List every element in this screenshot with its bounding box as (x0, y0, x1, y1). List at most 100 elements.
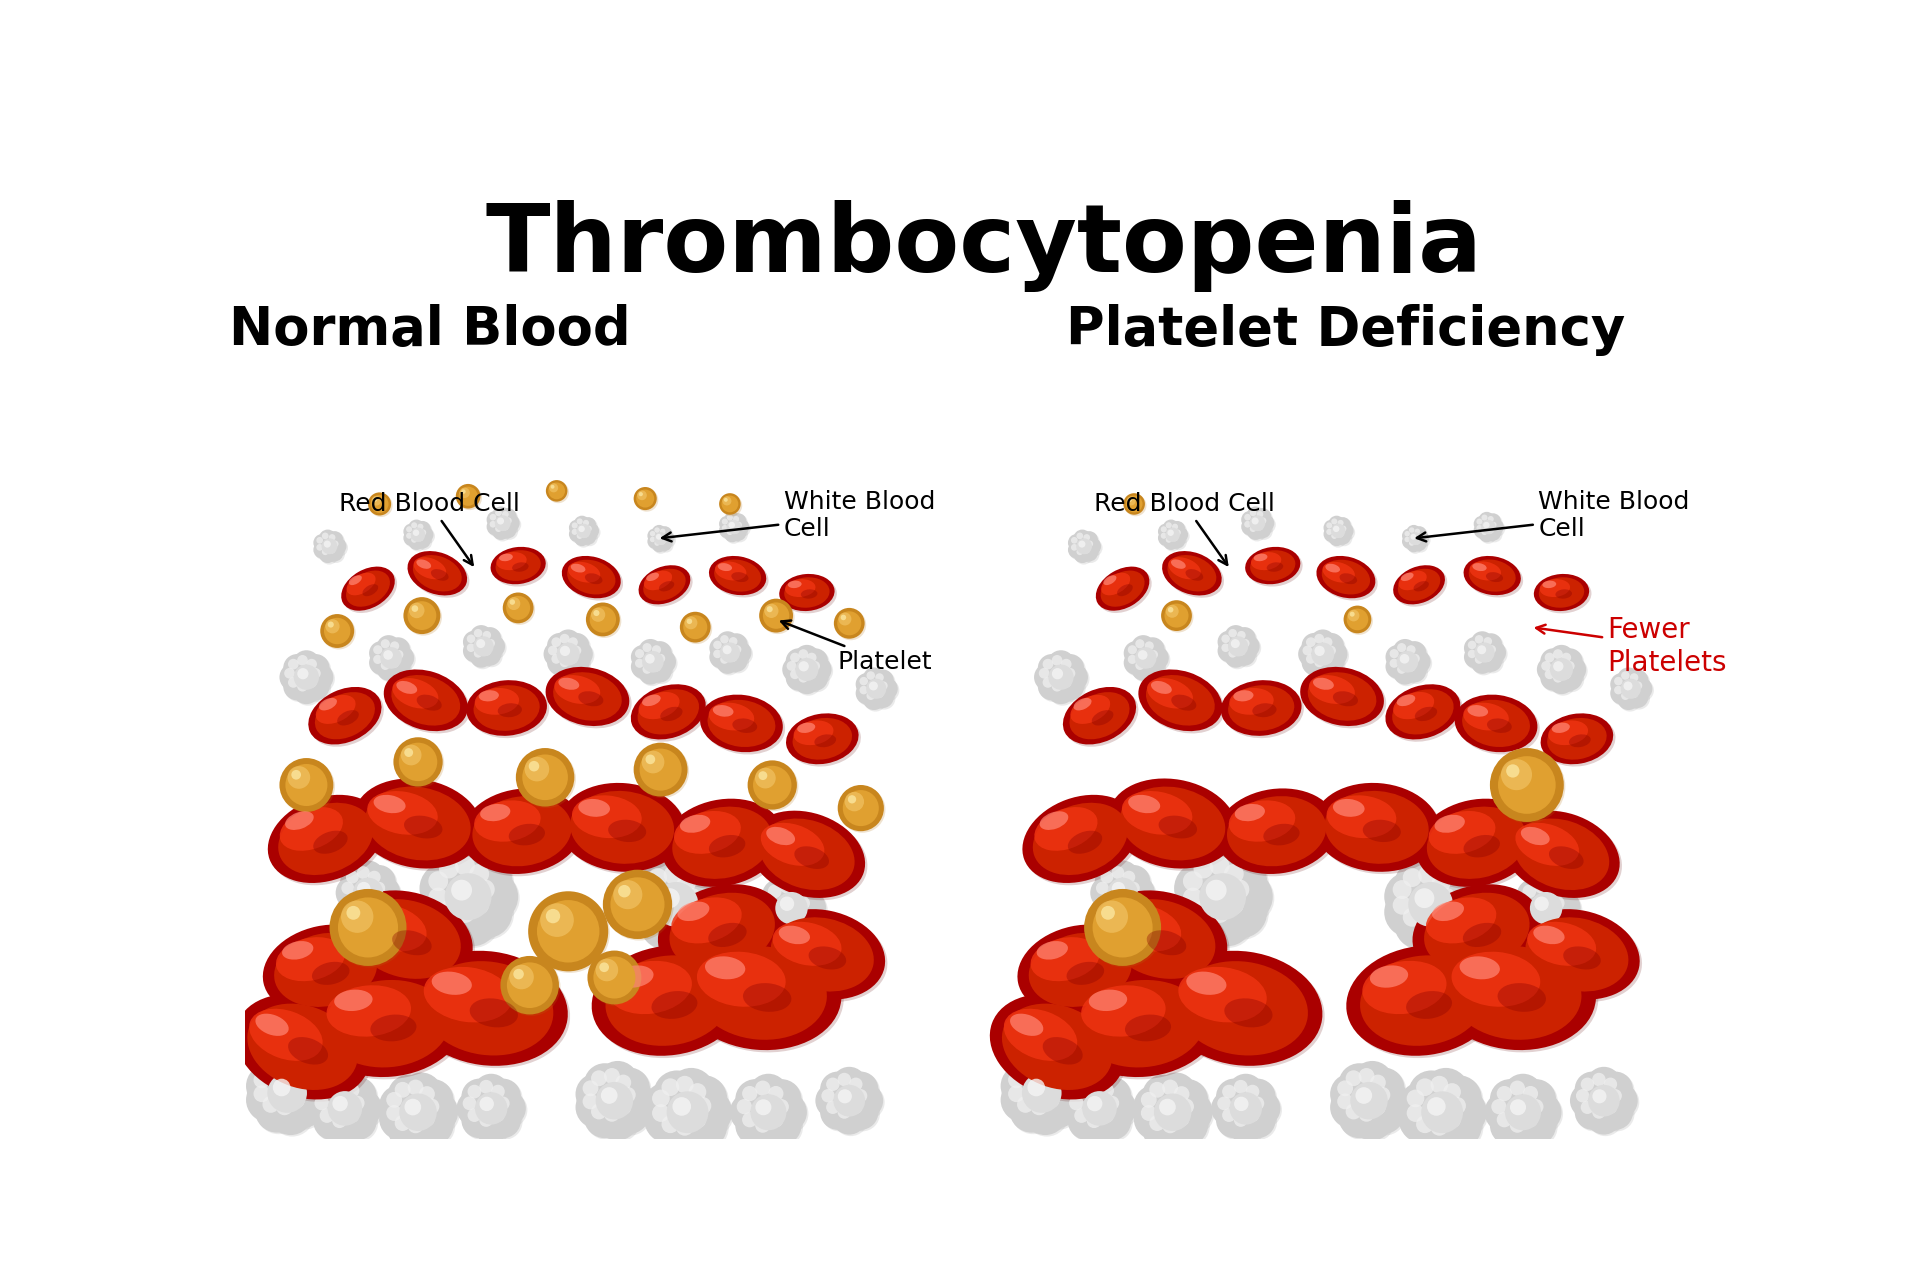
Circle shape (326, 544, 344, 562)
Circle shape (1144, 641, 1154, 650)
Circle shape (1517, 1079, 1555, 1119)
Circle shape (486, 1102, 520, 1138)
Circle shape (1325, 527, 1340, 544)
Circle shape (267, 1073, 307, 1112)
Circle shape (1156, 1112, 1198, 1153)
Ellipse shape (609, 961, 691, 1014)
Circle shape (728, 529, 733, 535)
Circle shape (570, 521, 586, 538)
Circle shape (545, 909, 561, 923)
Ellipse shape (1463, 703, 1509, 731)
Circle shape (666, 1092, 708, 1133)
Circle shape (1081, 531, 1098, 549)
Circle shape (516, 750, 576, 808)
Circle shape (1363, 1092, 1405, 1134)
Circle shape (284, 654, 311, 682)
Circle shape (1511, 890, 1548, 927)
Circle shape (1225, 645, 1246, 668)
Circle shape (1150, 1115, 1165, 1132)
Circle shape (1215, 1102, 1252, 1138)
Circle shape (1542, 667, 1567, 692)
Circle shape (1142, 657, 1165, 680)
Circle shape (399, 742, 438, 781)
Circle shape (1258, 516, 1275, 534)
Ellipse shape (1300, 667, 1384, 726)
Circle shape (1597, 1071, 1634, 1107)
Circle shape (712, 650, 722, 658)
Ellipse shape (1263, 824, 1300, 845)
Circle shape (1236, 648, 1246, 655)
Circle shape (323, 548, 328, 556)
Circle shape (1611, 684, 1634, 707)
Circle shape (1628, 671, 1649, 694)
Circle shape (461, 1102, 497, 1138)
Ellipse shape (1398, 568, 1440, 600)
Circle shape (1599, 1096, 1634, 1132)
Circle shape (388, 639, 411, 663)
Ellipse shape (1317, 556, 1375, 598)
Circle shape (1048, 652, 1077, 680)
Ellipse shape (743, 983, 791, 1011)
Circle shape (342, 888, 376, 922)
Ellipse shape (659, 884, 787, 978)
Circle shape (543, 641, 568, 667)
Circle shape (670, 867, 720, 916)
Text: Red Blood Cell: Red Blood Cell (340, 492, 520, 564)
Circle shape (799, 673, 808, 682)
Circle shape (641, 901, 691, 951)
Circle shape (1542, 650, 1567, 676)
Circle shape (1081, 545, 1100, 563)
Circle shape (1438, 888, 1455, 906)
Circle shape (428, 888, 447, 908)
Circle shape (1215, 855, 1267, 908)
Circle shape (589, 607, 616, 632)
Circle shape (839, 786, 885, 833)
Circle shape (547, 645, 557, 655)
Circle shape (1486, 1094, 1526, 1134)
Circle shape (1069, 543, 1087, 561)
Circle shape (507, 596, 530, 620)
Ellipse shape (413, 556, 461, 591)
Circle shape (394, 737, 444, 786)
Circle shape (328, 1091, 363, 1125)
Circle shape (1139, 650, 1148, 659)
Circle shape (1576, 1073, 1611, 1108)
Ellipse shape (1463, 700, 1530, 748)
Circle shape (653, 539, 668, 554)
Circle shape (1081, 532, 1100, 550)
Circle shape (572, 645, 582, 655)
Circle shape (1060, 663, 1089, 691)
Ellipse shape (614, 965, 653, 988)
Circle shape (1221, 644, 1231, 652)
Ellipse shape (572, 795, 641, 838)
Circle shape (1338, 1097, 1380, 1138)
Circle shape (710, 648, 733, 669)
Circle shape (1517, 896, 1532, 910)
Circle shape (547, 481, 568, 503)
Circle shape (1599, 1073, 1634, 1108)
Circle shape (722, 497, 732, 506)
Circle shape (1482, 635, 1503, 657)
Circle shape (1323, 654, 1332, 664)
Circle shape (1156, 1110, 1196, 1152)
Circle shape (682, 1075, 728, 1121)
Circle shape (1158, 524, 1173, 540)
Circle shape (1352, 1061, 1394, 1102)
Circle shape (1235, 1097, 1248, 1111)
Circle shape (1146, 648, 1171, 672)
Ellipse shape (1346, 946, 1500, 1056)
Circle shape (722, 518, 728, 525)
Circle shape (390, 1110, 430, 1151)
Circle shape (1549, 646, 1576, 672)
Ellipse shape (760, 909, 885, 1000)
Ellipse shape (1469, 562, 1501, 580)
Ellipse shape (349, 575, 361, 585)
Circle shape (877, 680, 899, 701)
Ellipse shape (1064, 687, 1137, 745)
Circle shape (1010, 1088, 1054, 1133)
Circle shape (298, 655, 307, 666)
Circle shape (378, 1085, 420, 1126)
Circle shape (1597, 1094, 1634, 1130)
Ellipse shape (1029, 933, 1131, 1007)
Circle shape (657, 859, 707, 908)
